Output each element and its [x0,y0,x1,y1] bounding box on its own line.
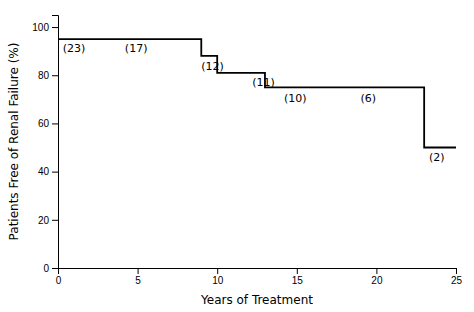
x-tick-label: 5 [135,275,141,286]
x-tick-mark [217,268,218,274]
y-tick-label: 100 [32,22,49,33]
y-tick: 60 [38,118,58,129]
x-axis-line [59,269,457,275]
chart: 0 5 10 15 20 25 0 20 40 60 80 100 (23) (17) (12) (11) (1… [0,0,474,312]
y-tick: 80 [38,70,58,81]
annotation: (2) [429,151,445,164]
x-tick: 25 [451,268,463,286]
annotations: (23) (17) (12) (11) (10) (6) (2) [63,42,445,165]
y-tick-label: 40 [38,166,50,177]
x-tick-mark [456,268,457,274]
y-axis-title: Patients Free of Renal Failure (%) [7,43,21,241]
annotation: (23) [63,42,86,55]
annotation: (10) [284,92,307,105]
y-tick: 0 [43,263,58,274]
x-axis: 0 5 10 15 20 25 [56,268,463,286]
x-tick: 0 [56,268,62,286]
x-tick: 10 [212,268,224,286]
plot: 0 5 10 15 20 25 0 20 40 60 80 100 (23) (17) (12) (11) (1… [32,16,462,287]
y-axis-line [52,16,59,269]
x-tick-label: 20 [371,275,383,286]
x-tick-label: 25 [451,275,463,286]
y-tick: 100 [32,22,58,33]
x-tick-mark [376,268,377,274]
y-tick-label: 0 [43,263,49,274]
x-tick-label: 15 [292,275,304,286]
y-tick: 40 [38,166,58,177]
x-tick-mark [138,268,139,274]
y-tick-label: 80 [38,70,50,81]
annotation: (11) [252,76,275,89]
step-line [58,39,456,147]
y-tick-mark [52,123,58,124]
x-tick: 15 [292,268,304,286]
y-tick-label: 20 [38,215,50,226]
y-tick-label: 60 [38,118,50,129]
y-tick: 20 [38,215,58,226]
x-tick-label: 0 [56,275,62,286]
x-tick-label: 10 [212,275,224,286]
y-axis: 0 20 40 60 80 100 [32,16,58,274]
x-tick: 20 [371,268,383,286]
x-tick: 5 [135,268,141,286]
marks [58,39,456,147]
annotation: (12) [201,60,224,73]
x-tick-mark [297,268,298,274]
y-tick-mark [52,268,58,269]
y-tick-mark [52,172,58,173]
annotation: (17) [125,42,148,55]
x-axis-title: Years of Treatment [200,293,313,307]
y-tick-mark [52,27,58,28]
annotation: (6) [360,92,376,105]
y-tick-mark [52,75,58,76]
y-tick-mark [52,220,58,221]
